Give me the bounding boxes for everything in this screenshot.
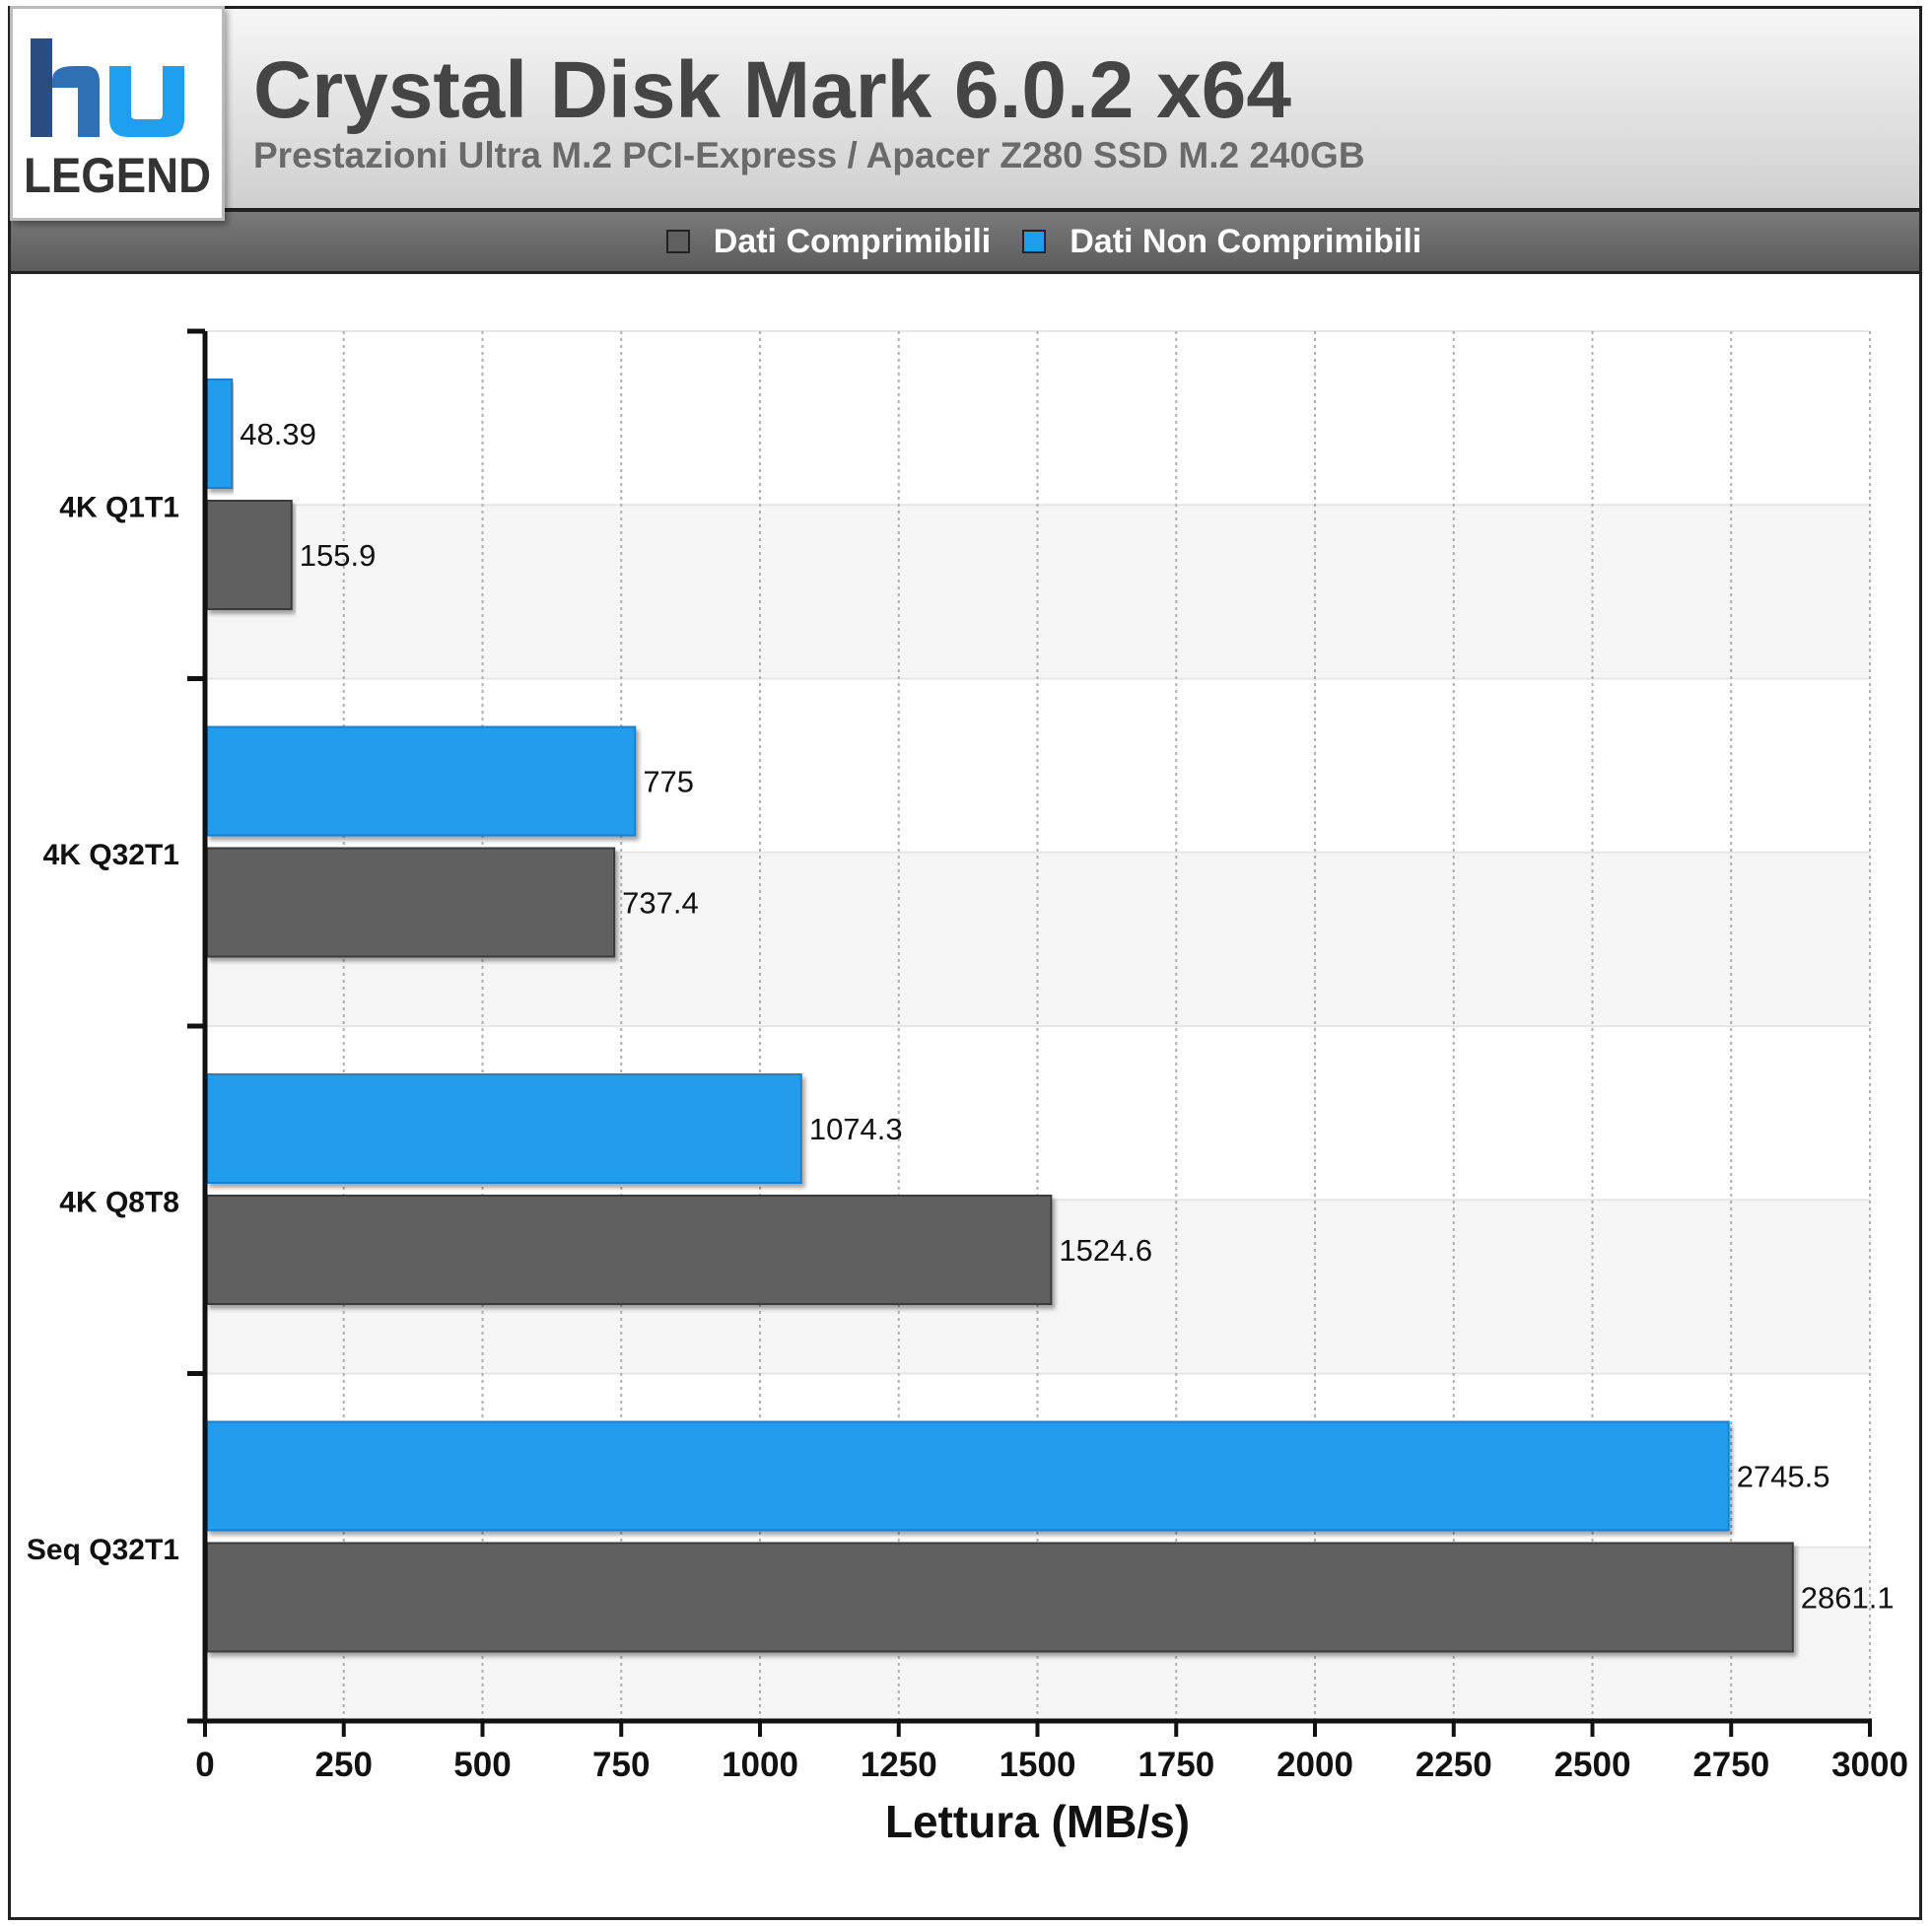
chart-title: Crystal Disk Mark 6.0.2 x64 xyxy=(253,45,1291,135)
plot-stripe xyxy=(205,505,1870,679)
x-tick-label: 0 xyxy=(195,1746,214,1784)
logo-icon: LEGEND xyxy=(24,38,211,203)
y-tick-label: 4K Q1T1 xyxy=(59,491,179,523)
data-label-non-compressible: 1074.3 xyxy=(809,1112,903,1146)
x-tick-label: 2500 xyxy=(1554,1746,1631,1784)
x-axis-title: Lettura (MB/s) xyxy=(885,1796,1190,1847)
data-label-non-compressible: 48.39 xyxy=(240,417,316,451)
x-tick-label: 1500 xyxy=(1000,1746,1076,1784)
bar-compressible xyxy=(206,500,293,610)
data-label-compressible: 1524.6 xyxy=(1059,1233,1152,1268)
legend-label-non-compressible: Dati Non Comprimibili xyxy=(1070,222,1422,260)
bar-non-compressible xyxy=(206,725,637,837)
bar-non-compressible xyxy=(206,378,234,489)
hu-legend-logo: LEGEND xyxy=(10,6,225,221)
x-tick-label: 2000 xyxy=(1276,1746,1353,1784)
x-tick-label: 1250 xyxy=(861,1746,937,1784)
legend-label-compressible: Dati Comprimibili xyxy=(713,222,992,260)
x-tick-label: 2250 xyxy=(1415,1746,1492,1784)
bar-non-compressible xyxy=(206,1420,1730,1532)
x-tick-label: 250 xyxy=(315,1746,373,1784)
data-label-compressible: 2861.1 xyxy=(1801,1581,1895,1616)
bar-compressible xyxy=(206,1542,1794,1653)
chart-header: Crystal Disk Mark 6.0.2 x64 Prestazioni … xyxy=(8,6,1922,211)
legend-swatch-compressible xyxy=(665,230,690,253)
y-tick-label: 4K Q8T8 xyxy=(59,1186,179,1218)
x-tick-label: 2750 xyxy=(1692,1746,1769,1784)
x-tick-label: 3000 xyxy=(1831,1746,1908,1784)
legend-swatch-non-compressible xyxy=(1022,230,1047,253)
data-label-compressible: 737.4 xyxy=(622,886,699,921)
y-tick-label: Seq Q32T1 xyxy=(27,1534,179,1566)
legend: Dati Comprimibili Dati Non Comprimibili xyxy=(8,209,1922,274)
data-label-non-compressible: 2745.5 xyxy=(1737,1460,1830,1494)
bar-non-compressible xyxy=(206,1073,802,1184)
legend-item-non-compressible: Dati Non Comprimibili xyxy=(1022,223,1421,261)
chart-subtitle: Prestazioni Ultra M.2 PCI-Express / Apac… xyxy=(253,135,1365,175)
bar-compressible xyxy=(206,847,616,958)
bar-compressible xyxy=(206,1195,1053,1305)
legend-item-compressible: Dati Comprimibili xyxy=(665,222,992,261)
x-tick-label: 1000 xyxy=(722,1746,798,1784)
x-tick-label: 500 xyxy=(453,1746,511,1784)
x-tick-label: 1750 xyxy=(1138,1746,1214,1784)
y-tick-label: 4K Q32T1 xyxy=(43,839,179,871)
logo-text: LEGEND xyxy=(24,148,211,203)
data-label-non-compressible: 775 xyxy=(643,765,694,799)
x-tick-label: 750 xyxy=(592,1746,650,1784)
data-label-compressible: 155.9 xyxy=(300,538,377,573)
